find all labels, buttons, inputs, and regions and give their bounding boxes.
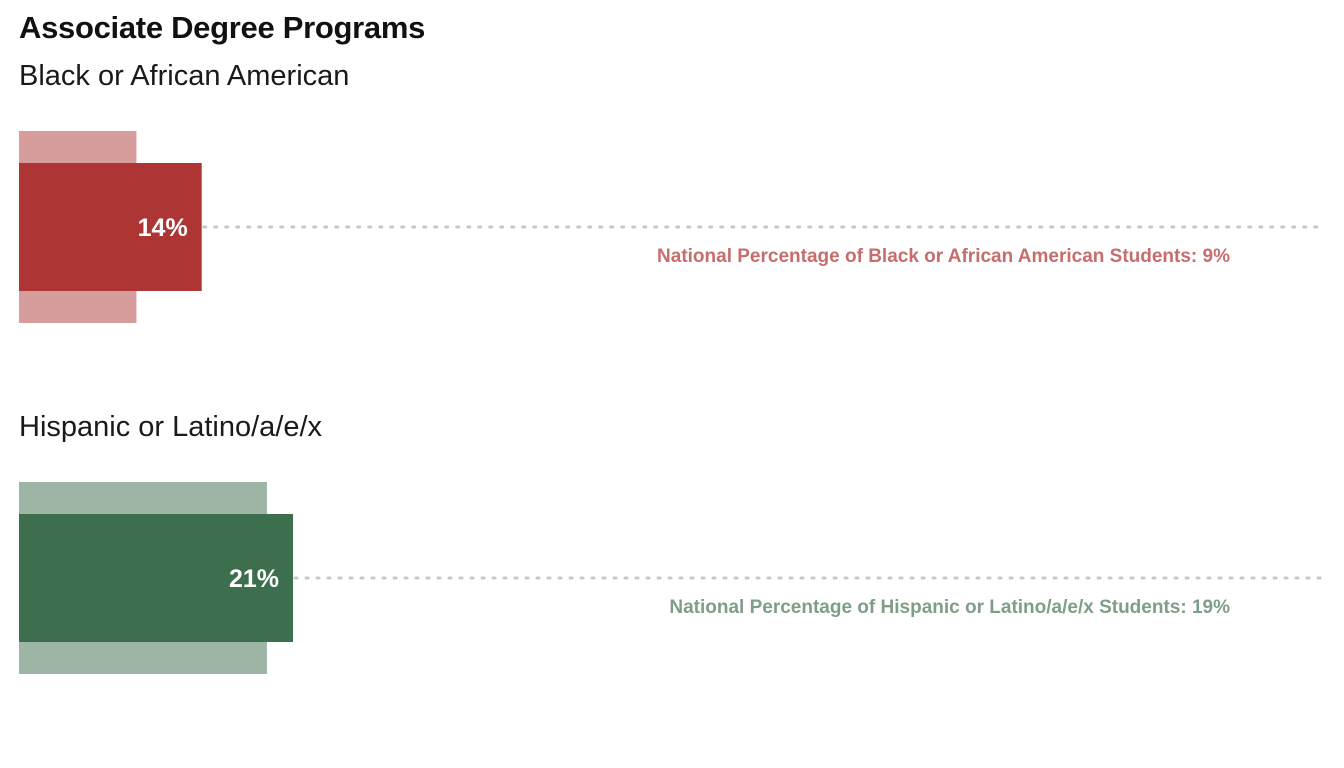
national-label-black: National Percentage of Black or African … (657, 246, 1230, 267)
national-label-hispanic: National Percentage of Hispanic or Latin… (669, 597, 1230, 618)
value-bar-hispanic (19, 514, 294, 642)
group-label-hispanic: Hispanic or Latino/a/e/x (19, 411, 323, 443)
value-bar-black (19, 163, 202, 291)
chart-title: Associate Degree Programs (19, 10, 426, 45)
value-label-hispanic: 21% (229, 565, 279, 593)
value-label-black: 14% (138, 214, 188, 242)
group-label-black: Black or African American (19, 60, 350, 92)
